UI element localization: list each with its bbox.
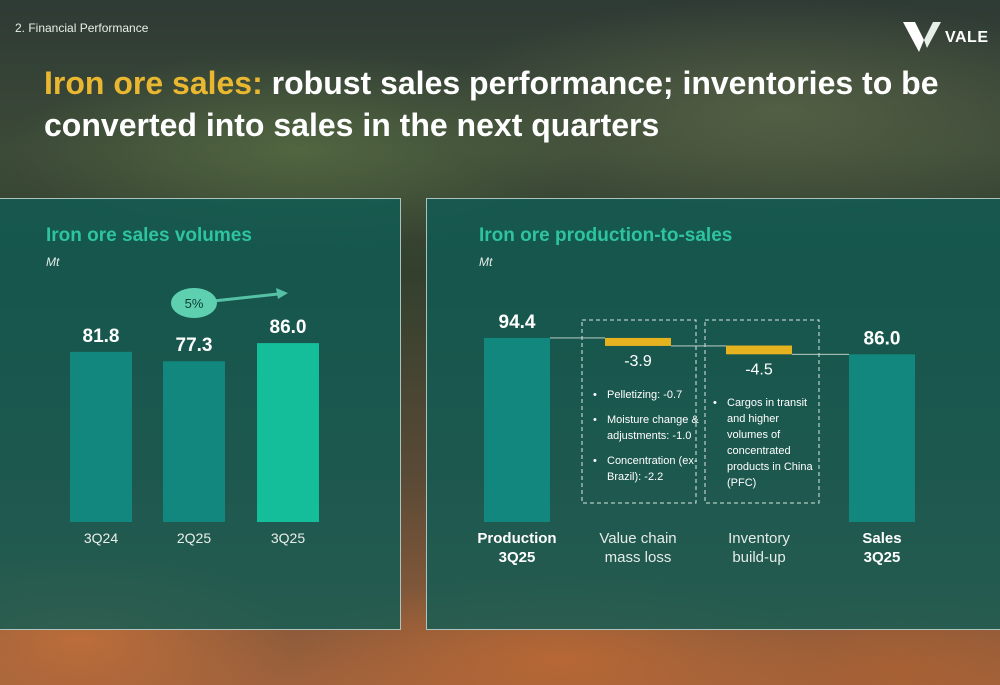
vale-logo-icon xyxy=(903,22,941,52)
waterfall-tick-1-1: Production xyxy=(477,530,556,547)
title-accent: Iron ore sales: xyxy=(44,65,263,101)
waterfall-value-1: 94.4 xyxy=(499,312,536,333)
sales-volumes-title: Iron ore sales volumes xyxy=(46,225,252,246)
waterfall-bar-1 xyxy=(484,337,550,522)
section-label: 2. Financial Performance xyxy=(15,21,149,35)
logo-text: VALE xyxy=(945,29,989,46)
waterfall-value-4: 86.0 xyxy=(864,328,901,349)
sales-volumes-panel: Iron ore sales volumes Mt 81.8 3Q24 77.3 2Q… xyxy=(0,198,401,630)
growth-arrow-icon xyxy=(276,288,288,299)
tick-label-3Q25: 3Q25 xyxy=(271,530,305,546)
value-label-3Q24: 81.8 xyxy=(83,326,120,347)
waterfall-value-3: -4.5 xyxy=(745,361,773,378)
waterfall-value-2: -3.9 xyxy=(624,353,652,370)
growth-badge xyxy=(171,288,217,318)
value-chain-note-2: Moisture change & adjustments: -1.0 xyxy=(593,412,703,444)
value-chain-notes: Pelletizing: -0.7 Moisture change & adjus… xyxy=(593,387,703,494)
waterfall-bar-4 xyxy=(849,354,915,522)
waterfall-bar-2 xyxy=(605,337,671,346)
waterfall-tick-4-1: Sales xyxy=(862,530,901,547)
waterfall-tick-3-2: build-up xyxy=(732,549,785,566)
tick-label-2Q25: 2Q25 xyxy=(177,530,211,546)
growth-badge-label: 5% xyxy=(185,296,204,311)
waterfall-tick-2-2: mass loss xyxy=(605,549,672,566)
waterfall-tick-3-1: Inventory xyxy=(728,530,790,547)
inventory-box xyxy=(704,319,820,504)
page-title: Iron ore sales: robust sales performance… xyxy=(44,62,944,146)
value-label-3Q25: 86.0 xyxy=(270,317,307,338)
waterfall-tick-4-2: 3Q25 xyxy=(864,549,901,566)
waterfall-bar-3 xyxy=(726,345,792,355)
inventory-note-1: Cargos in transit and higher volumes of … xyxy=(713,395,817,491)
production-to-sales-panel: Iron ore production-to-sales Mt 94.4 Prod… xyxy=(426,198,1000,630)
sales-volumes-unit: Mt xyxy=(46,255,60,269)
production-to-sales-title: Iron ore production-to-sales xyxy=(479,225,733,246)
sales-volumes-chart: 81.8 3Q24 77.3 2Q25 86.0 3Q25 5% xyxy=(70,288,319,546)
value-chain-note-1: Pelletizing: -0.7 xyxy=(593,387,703,403)
waterfall-tick-2-1: Value chain xyxy=(599,530,676,547)
production-to-sales-unit: Mt xyxy=(479,255,493,269)
bar-3Q24 xyxy=(70,351,132,522)
waterfall-tick-1-2: 3Q25 xyxy=(499,549,536,566)
vale-logo: VALE xyxy=(903,20,988,56)
value-label-2Q25: 77.3 xyxy=(176,335,213,356)
production-to-sales-chart: 94.4 Production 3Q25 -3.9 Value chain mass lo… xyxy=(477,312,915,566)
value-chain-note-3: Concentration (ex-Brazil): -2.2 xyxy=(593,453,703,485)
tick-label-3Q24: 3Q24 xyxy=(84,530,118,546)
title-rest: robust sales performance; inventories to… xyxy=(44,65,939,143)
inventory-notes: Cargos in transit and higher volumes of … xyxy=(713,395,817,500)
bar-2Q25 xyxy=(163,361,225,522)
bar-3Q25 xyxy=(257,343,319,522)
